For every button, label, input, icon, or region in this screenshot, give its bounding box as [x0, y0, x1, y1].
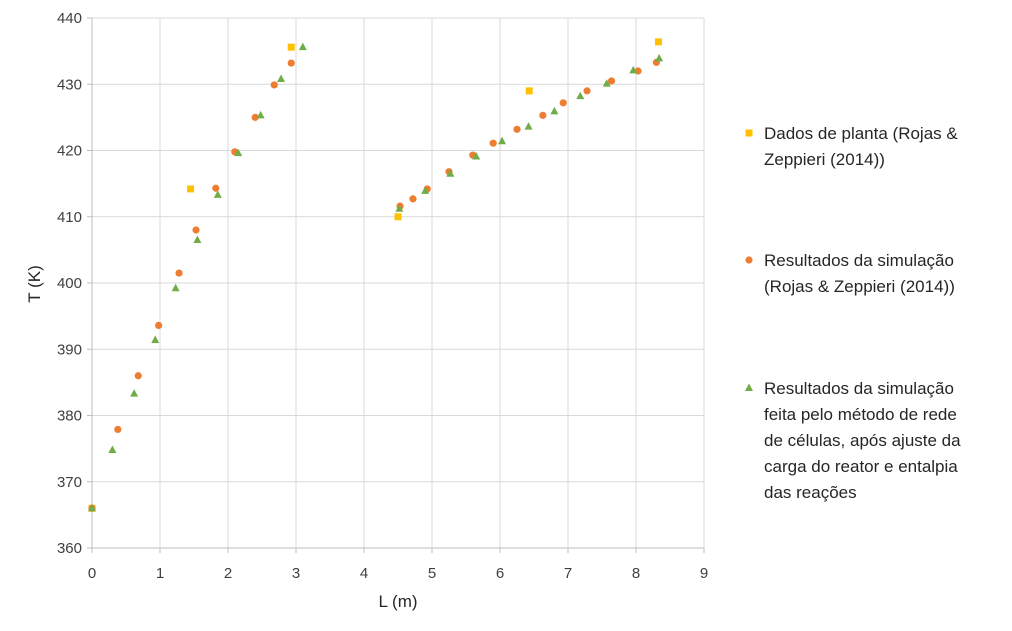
x-axis-title: L (m) [378, 592, 417, 611]
legend-marker-circle [745, 256, 753, 264]
y-tick-label: 400 [57, 275, 82, 292]
data-point-circle [409, 195, 417, 203]
data-point-triangle [130, 389, 139, 397]
x-tick-label: 3 [292, 565, 300, 582]
data-point-circle [212, 184, 220, 192]
legend-marker-square [745, 129, 753, 137]
legend-label: Resultados da simulação [764, 379, 954, 398]
data-point-triangle [234, 148, 243, 157]
y-tick-label: 360 [57, 540, 82, 557]
y-tick-label: 430 [57, 76, 82, 93]
data-point-triangle [498, 136, 507, 145]
data-point-circle [134, 372, 142, 380]
y-tick-label: 410 [57, 209, 82, 226]
data-point-circle [583, 87, 591, 95]
legend-label: feita pelo método de rede [764, 405, 957, 424]
x-tick-label: 2 [224, 565, 232, 582]
data-point-circle [192, 226, 200, 234]
data-point-triangle [576, 91, 585, 100]
legend-marker-triangle [745, 383, 753, 391]
legend-label: Zeppieri (2014)) [764, 150, 885, 169]
data-point-square [187, 185, 195, 193]
legend-label: Resultados da simulação [764, 251, 954, 270]
legend-label: das reações [764, 483, 857, 502]
data-point-triangle [256, 110, 265, 119]
data-point-circle [607, 77, 616, 85]
data-point-triangle [655, 53, 664, 62]
y-tick-label: 440 [57, 10, 82, 27]
data-point-triangle [524, 122, 533, 130]
y-axis-title: T (K) [25, 265, 44, 302]
x-tick-label: 4 [360, 565, 368, 582]
y-tick-label: 420 [57, 143, 82, 160]
series-triangle [88, 42, 664, 512]
data-point-triangle [108, 445, 117, 453]
legend-entry: Resultados da simulação feita pelo método… [745, 379, 961, 502]
data-points [88, 38, 664, 512]
legend-label: Dados de planta (Rojas & [764, 124, 958, 143]
data-point-triangle [395, 204, 404, 212]
data-point-triangle [277, 74, 286, 82]
data-point-triangle [298, 42, 307, 51]
data-point-triangle [602, 79, 611, 87]
data-point-triangle [171, 283, 180, 292]
data-point-triangle [446, 169, 455, 177]
data-point-square [287, 43, 295, 51]
legend-label: (Rojas & Zeppieri (2014)) [764, 277, 955, 296]
data-point-triangle [421, 186, 430, 194]
data-point-circle [155, 321, 163, 329]
x-tick-label: 8 [632, 565, 640, 582]
data-point-circle [513, 125, 521, 133]
x-tick-label: 6 [496, 565, 504, 582]
data-point-square [654, 38, 662, 46]
x-tick-label: 0 [88, 565, 96, 582]
data-point-circle [175, 269, 183, 277]
x-tick-label: 1 [156, 565, 164, 582]
data-point-triangle [151, 335, 160, 343]
x-tick-label: 9 [700, 565, 708, 582]
data-point-circle [489, 139, 497, 147]
x-tick-label: 7 [564, 565, 572, 582]
data-point-circle [287, 59, 295, 67]
y-tick-label: 370 [57, 474, 82, 491]
data-point-triangle [193, 235, 202, 243]
data-point-triangle [472, 151, 481, 160]
legend: Dados de planta (Rojas & Zeppieri (2014))… [745, 124, 961, 502]
data-point-circle [251, 113, 259, 121]
data-point-circle [114, 425, 122, 434]
x-tick-label: 5 [428, 565, 436, 582]
data-point-square [525, 87, 533, 95]
legend-entry: Dados de planta (Rojas & Zeppieri (2014)) [745, 124, 958, 169]
data-point-square [394, 213, 402, 221]
legend-label: de células, após ajuste da [764, 431, 961, 450]
y-tick-label: 380 [57, 408, 82, 425]
data-point-circle [559, 99, 567, 107]
data-point-triangle [88, 503, 96, 512]
data-point-circle [270, 81, 278, 89]
axes [87, 17, 705, 553]
data-point-circle [539, 111, 547, 119]
data-point-triangle [629, 65, 638, 74]
data-point-triangle [213, 190, 222, 198]
legend-label: carga do reator e entalpia [764, 457, 958, 476]
data-point-triangle [550, 106, 559, 115]
tick-labels: 0 1 2 3 4 5 6 7 8 9 360 370 380 390 400 410 420 430 440 [57, 10, 708, 582]
y-tick-label: 390 [57, 341, 82, 358]
legend-entry: Resultados da simulação (Rojas & Zeppieri… [745, 251, 955, 296]
